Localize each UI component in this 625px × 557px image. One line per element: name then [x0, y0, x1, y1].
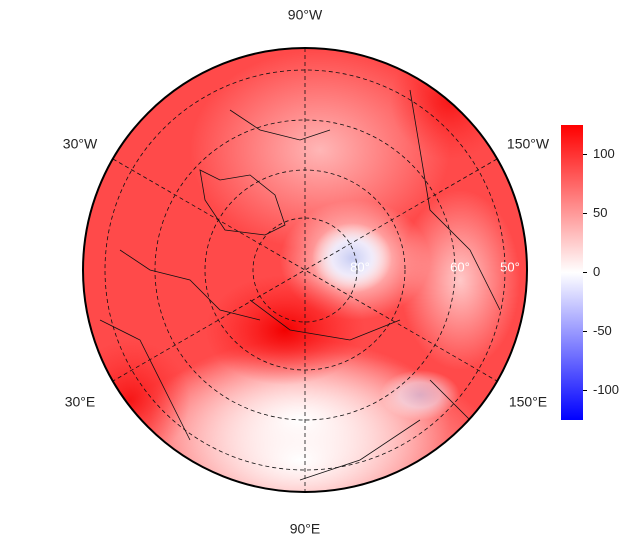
lat-label: 60° — [450, 259, 470, 274]
colorbar — [561, 125, 583, 420]
lon-label: 90°E — [290, 521, 321, 537]
graticule — [104, 48, 506, 492]
lat-label: 80° — [350, 259, 370, 274]
field — [83, 48, 527, 492]
colorbar-tick-label: -100 — [593, 382, 619, 397]
lon-label: 90°W — [288, 7, 323, 23]
lat-label: 50° — [500, 259, 520, 274]
map-border — [82, 47, 528, 493]
colorbar-tick-label: -50 — [593, 323, 612, 338]
colorbar-tick-label: 0 — [593, 264, 600, 279]
lon-label: 150°E — [509, 394, 547, 410]
colorbar-tick-label: 50 — [593, 205, 607, 220]
colorbar-tick-label: 100 — [593, 146, 615, 161]
lon-label: 150°W — [507, 136, 550, 152]
lon-label: 30°E — [65, 394, 96, 410]
lon-label: 30°W — [63, 136, 98, 152]
